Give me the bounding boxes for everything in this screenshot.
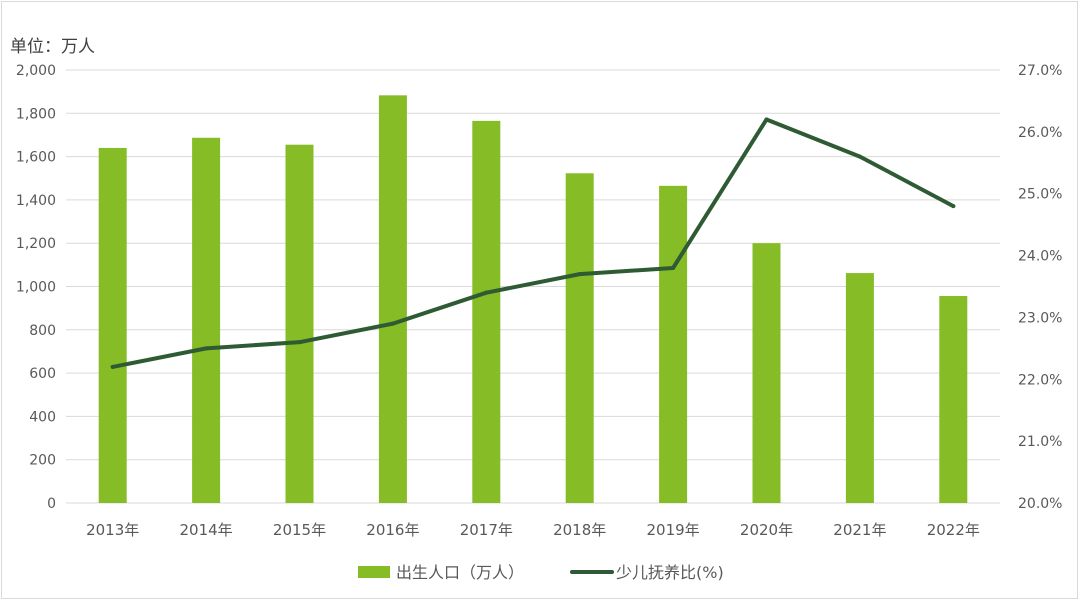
bar bbox=[845, 273, 874, 503]
x-tick-label: 2017年 bbox=[460, 521, 513, 539]
legend-label-line: 少儿抚养比(%) bbox=[616, 563, 724, 582]
y-right-tick-label: 21.0% bbox=[1018, 434, 1062, 450]
line-point bbox=[857, 154, 862, 159]
legend-label-bar: 出生人口（万人） bbox=[396, 563, 524, 582]
line-point bbox=[951, 204, 956, 209]
y-left-tick-label: 2,000 bbox=[16, 63, 56, 79]
y-left-tick-label: 400 bbox=[29, 409, 56, 425]
y-left-tick-label: 600 bbox=[29, 366, 56, 382]
line-point bbox=[297, 340, 302, 345]
x-tick-label: 2018年 bbox=[553, 521, 606, 539]
bar bbox=[472, 120, 501, 503]
bar bbox=[752, 243, 781, 503]
x-tick-label: 2020年 bbox=[740, 521, 793, 539]
y-left-tick-label: 0 bbox=[47, 496, 56, 512]
y-left-tick-label: 1,600 bbox=[16, 150, 56, 166]
x-tick-label: 2014年 bbox=[180, 521, 233, 539]
y-left-tick-label: 1,400 bbox=[16, 193, 56, 209]
bar bbox=[378, 95, 407, 503]
line-point bbox=[484, 290, 489, 295]
unit-label: 单位：万人 bbox=[10, 37, 95, 57]
x-tick-label: 2021年 bbox=[833, 521, 886, 539]
x-tick-label: 2015年 bbox=[273, 521, 326, 539]
line-point bbox=[577, 272, 582, 277]
bar bbox=[659, 185, 688, 503]
y-left-tick-label: 1,800 bbox=[16, 106, 56, 122]
y-left-tick-label: 1,200 bbox=[16, 236, 56, 252]
line-series bbox=[110, 117, 956, 369]
legend-swatch-bar bbox=[358, 566, 390, 578]
y-left-tick-label: 800 bbox=[29, 323, 56, 339]
x-tick-label: 2019年 bbox=[647, 521, 700, 539]
line-point bbox=[204, 346, 209, 351]
y-left-tick-label: 1,000 bbox=[16, 280, 56, 296]
x-tick-label: 2022年 bbox=[927, 521, 980, 539]
bar bbox=[565, 173, 594, 503]
x-tick-label: 2016年 bbox=[366, 521, 419, 539]
bar bbox=[285, 144, 314, 503]
x-tick-label: 2013年 bbox=[86, 521, 139, 539]
bar bbox=[939, 296, 968, 503]
y-right-tick-label: 22.0% bbox=[1018, 372, 1062, 388]
y-left-tick-label: 200 bbox=[29, 453, 56, 469]
y-right-tick-label: 26.0% bbox=[1018, 125, 1062, 141]
y-right-tick-label: 23.0% bbox=[1018, 310, 1062, 326]
line-point bbox=[764, 117, 769, 122]
y-right-tick-label: 27.0% bbox=[1018, 63, 1062, 79]
line-point bbox=[671, 265, 676, 270]
bar bbox=[98, 147, 127, 503]
line-point bbox=[110, 364, 115, 369]
y-right-tick-label: 24.0% bbox=[1018, 249, 1062, 265]
line-point bbox=[390, 321, 395, 326]
bar bbox=[192, 137, 221, 503]
y-right-tick-label: 20.0% bbox=[1018, 496, 1062, 512]
y-right-tick-label: 25.0% bbox=[1018, 187, 1062, 203]
